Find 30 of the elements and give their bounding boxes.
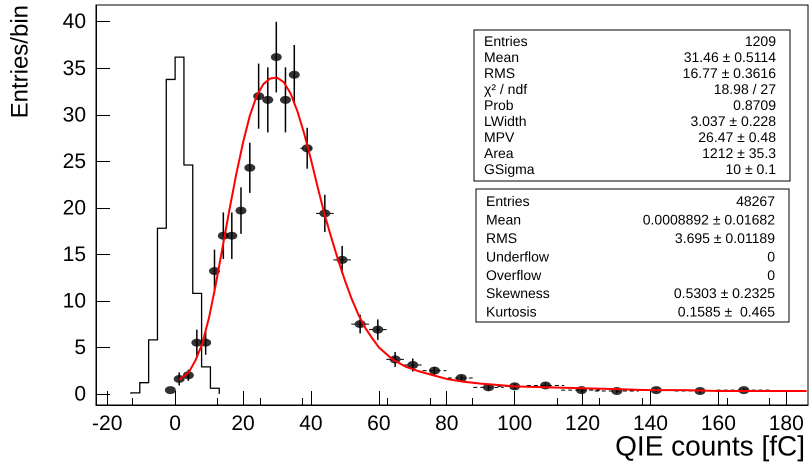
x-tick-label: 80 [435, 412, 458, 435]
x-tick-label: -20 [92, 412, 122, 435]
x-tick-label: 20 [231, 412, 255, 435]
point [280, 96, 291, 104]
point [429, 366, 440, 375]
point [372, 326, 384, 334]
point [226, 232, 238, 240]
point [164, 386, 176, 394]
y-tick-label: 30 [62, 103, 86, 126]
x-tick-label: 120 [565, 412, 600, 435]
text: Entries 1209 Mean 31.46 ± 0.5114 RMS 16.77 ± 0.3616 χ² / ndf 18.98 / 27 Prob 0.8709 LWidth 3.037 ± 0.228 MPV 26.47 ± 0.48 Area 1212 ± 35.3 GSigma 10 ± 0.1 [484, 33, 776, 177]
point [262, 96, 274, 104]
y-tick-label: 15 [62, 242, 86, 266]
y-tick-label: 0 [74, 382, 86, 406]
x-tick-label: 40 [299, 412, 323, 435]
y-tick-label: 20 [62, 196, 86, 220]
point [235, 206, 246, 215]
point [270, 53, 282, 62]
x-tick-label: 0 [169, 412, 181, 435]
y-axis-title: Entries/bin [6, 5, 34, 118]
x-tick-label: 100 [497, 412, 532, 435]
y-tick-label: 35 [62, 56, 86, 80]
point [288, 70, 300, 79]
y-tick-label: 5 [74, 336, 86, 359]
point [244, 164, 256, 172]
y-tick-label: 40 [62, 10, 86, 34]
y-tick-label: 10 [62, 289, 86, 312]
text: Entries 48267 Mean 0.0008892 ± 0.01682 RMS 3.695 ± 0.01189 Underflow 0 Overflow 0 Skewness 0.5303 ± 0.2325 Kurtosis 0.1585 ± 0.465 [486, 193, 775, 320]
x-tick-label: 60 [367, 412, 391, 435]
y-tick-label: 25 [62, 150, 86, 173]
